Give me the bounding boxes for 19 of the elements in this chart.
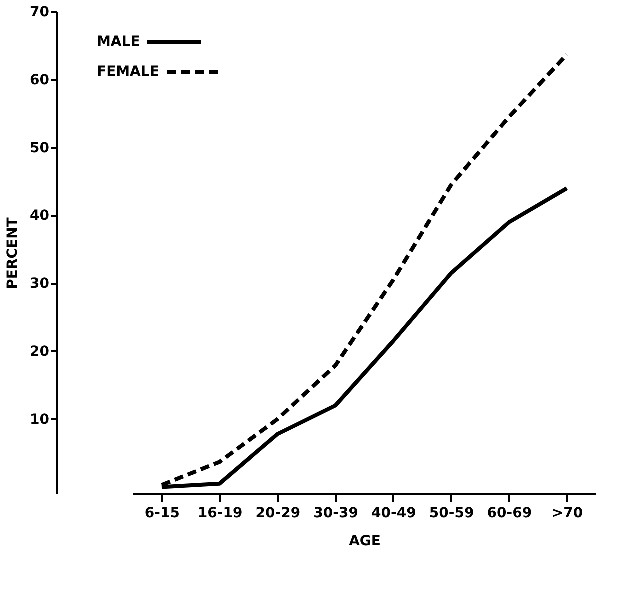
y-tick-label: 30 [30,276,50,292]
x-tick-label: 6-15 [144,506,180,522]
y-tick-label: 40 [30,208,50,224]
y-tick-label: 60 [30,72,50,88]
x-tick-label: 16-19 [198,506,243,522]
x-tick-label: 30-39 [314,506,358,522]
legend-label: MALE [97,34,140,50]
x-tick-label: 40-49 [372,506,416,522]
x-tick-label: >70 [552,506,584,522]
y-axis-title: PERCENT [5,217,22,290]
y-tick-label: 70 [30,4,50,20]
x-tick-label: 60-69 [487,506,532,522]
x-tick-label: 20-29 [256,506,301,522]
y-tick-label: 10 [30,412,50,428]
x-axis-title: AGE [349,534,381,550]
y-tick-label: 20 [30,344,50,360]
y-tick-label: 50 [30,140,50,156]
x-tick-label: 50-59 [429,506,474,522]
legend-label: FEMALE [97,64,160,80]
